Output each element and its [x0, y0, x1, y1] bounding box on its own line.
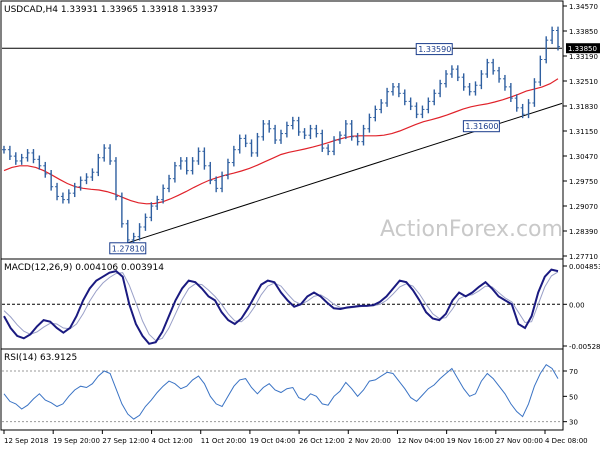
- macd-axis: 0.004853 0.00 -0.005284: [563, 263, 600, 351]
- level-label: 1.33590: [418, 45, 451, 54]
- x-tick-label: 19 Nov 16:00: [447, 437, 494, 445]
- macd-tick-label: 0.00: [569, 301, 585, 309]
- price-axis-tick-label: 1.28390: [569, 228, 598, 236]
- x-axis: 12 Sep 2018 19 Sep 20:00 27 Sep 12:00 4 Oct…: [3, 430, 588, 445]
- level-label-box: [462, 120, 500, 133]
- x-tick-label: 4 Dec 08:00: [545, 437, 588, 445]
- last-value-box: [566, 43, 600, 54]
- price-axis-tick-label: 1.31150: [569, 128, 598, 136]
- last-value-label: 1.33850: [568, 45, 597, 53]
- x-tick-label: 27 Sep 12:00: [102, 437, 149, 445]
- price-axis-tick-label: 1.30470: [569, 153, 598, 161]
- price-axis-tick-label: 1.29750: [569, 178, 598, 186]
- price-panel-header: USDCAD,H4 1.33931 1.33965 1.33918 1.3393…: [4, 5, 218, 15]
- price-annotations: 1.27810 1.33590 1.31600 1.33850: [109, 43, 600, 255]
- x-tick-label: 26 Oct 12:00: [299, 437, 345, 445]
- x-tick-label: 11 Oct 20:00: [201, 437, 247, 445]
- moving-average-line: [3, 78, 559, 205]
- x-tick-label: 27 Nov 00:00: [496, 437, 543, 445]
- macd-tick-label: -0.005284: [569, 343, 600, 351]
- x-tick-label: 19 Sep 20:00: [53, 437, 100, 445]
- level-label: 1.27810: [112, 244, 145, 253]
- rsi-line: [3, 364, 559, 420]
- level-label-box: [109, 242, 147, 255]
- rsi-tick-label: 30: [569, 419, 578, 427]
- level-label-box: [415, 43, 453, 56]
- price-axis-tick-label: 1.27710: [569, 253, 598, 261]
- rsi-axis: 70 50 30: [563, 368, 578, 427]
- price-axis-tick-label: 1.29070: [569, 203, 598, 211]
- macd-line: [3, 268, 559, 345]
- rsi-panel-header: RSI(14) 63.9125: [4, 353, 77, 363]
- x-tick-label: 19 Oct 04:00: [250, 437, 296, 445]
- x-tick-label: 12 Sep 2018: [4, 437, 48, 445]
- macd-lines: [2, 268, 562, 345]
- rsi-panel-frame: [0, 348, 564, 431]
- x-tick-label: 12 Nov 04:00: [397, 437, 444, 445]
- rsi-lines: [2, 364, 562, 423]
- watermark-text: ActionForex.com: [380, 217, 563, 242]
- x-tick-label: 2 Nov 20:00: [348, 437, 391, 445]
- macd-tick-label: 0.004853: [569, 263, 600, 271]
- rsi-tick-label: 70: [569, 368, 578, 376]
- macd-panel-header: MACD(12,26,9) 0.004106 0.003914: [4, 263, 164, 273]
- price-bars: [2, 26, 560, 244]
- price-axis-tick-label: 1.32510: [569, 78, 598, 86]
- level-label: 1.31600: [465, 122, 498, 131]
- price-axis-tick-label: 1.34570: [569, 3, 598, 11]
- rsi-tick-label: 50: [569, 393, 578, 401]
- price-axis: 1.345701.338501.331901.325101.318301.311…: [563, 3, 598, 261]
- x-tick-label: 4 Oct 12:00: [152, 437, 193, 445]
- price-axis-tick-label: 1.33850: [569, 28, 598, 36]
- price-axis-tick-label: 1.33190: [569, 53, 598, 61]
- price-axis-tick-label: 1.31830: [569, 103, 598, 111]
